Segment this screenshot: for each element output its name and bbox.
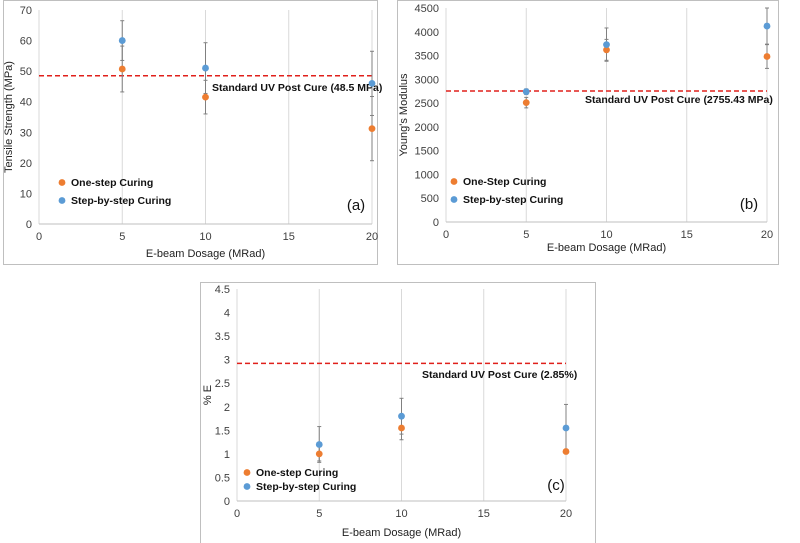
y-tick-label: 0 <box>26 219 32 231</box>
panel-label: (b) <box>740 196 758 213</box>
y-tick-label: 0 <box>433 217 439 229</box>
reference-line-label: Standard UV Post Cure (2.85%) <box>422 369 577 381</box>
reference-line-label: Standard UV Post Cure (2755.43 MPa) <box>585 94 773 106</box>
data-point-step-by-step <box>562 424 570 432</box>
legend-label: One-step Curing <box>256 467 338 479</box>
data-point-one-step <box>398 424 405 432</box>
y-tick-label: 3 <box>224 355 230 367</box>
x-tick-label: 5 <box>119 231 125 243</box>
y-tick-label: 60 <box>20 36 32 48</box>
y-tick-label: 0 <box>224 496 230 508</box>
y-tick-label: 3.5 <box>215 331 230 343</box>
reference-line-label: Standard UV Post Cure (48.5 MPa) <box>212 82 382 94</box>
y-tick-label: 4.5 <box>215 284 230 296</box>
x-tick-label: 10 <box>199 231 211 243</box>
x-tick-label: 15 <box>283 231 295 243</box>
data-point-step-by-step <box>603 41 610 49</box>
y-tick-label: 2.5 <box>215 378 230 390</box>
legend-label: Step-by-step Curing <box>71 195 171 207</box>
data-point-one-step <box>763 53 771 60</box>
data-point-step-by-step <box>368 79 376 87</box>
legend-label: One-Step Curing <box>463 176 546 188</box>
y-axis-title: % E <box>202 385 214 405</box>
x-axis-title: E-beam Dosage (MRad) <box>547 242 666 254</box>
x-tick-label: 20 <box>366 231 378 243</box>
data-point-step-by-step <box>522 88 530 96</box>
data-point-one-step <box>118 65 126 73</box>
y-tick-label: 2 <box>224 402 230 414</box>
legend-label: Step-by-step Curing <box>463 194 563 206</box>
y-tick-label: 1500 <box>415 146 439 158</box>
data-point-step-by-step <box>763 22 771 30</box>
chart-panel-a: 0 5 10 15 20 0 10 20 30 40 50 60 70 E-beam Dosage (MR… <box>3 0 382 265</box>
x-axis-title: E-beam Dosage (MRad) <box>146 248 265 260</box>
x-tick-label: 0 <box>234 508 240 520</box>
data-point-one-step <box>315 450 323 458</box>
x-tick-label: 0 <box>443 229 449 241</box>
legend-marker-step-by-step <box>243 483 251 490</box>
y-axis-title: Young's Modulus <box>398 73 410 157</box>
panel-label: (c) <box>547 477 565 494</box>
chart-panel-c: 0 5 10 15 20 0 0.5 1 1.5 2 2.5 3 3.5 4 4.5 E-beam Dosag… <box>200 282 596 543</box>
legend-marker-one-step <box>58 179 66 186</box>
data-point-one-step <box>603 46 610 54</box>
y-tick-label: 70 <box>20 5 32 17</box>
data-point-one-step <box>562 448 570 455</box>
y-tick-label: 1 <box>224 449 230 461</box>
data-point-step-by-step <box>315 441 323 448</box>
legend-label: Step-by-step Curing <box>256 481 356 493</box>
chart-frame <box>397 0 779 265</box>
y-tick-label: 3000 <box>415 74 439 86</box>
y-tick-label: 3500 <box>415 51 439 63</box>
data-point-one-step <box>522 99 530 107</box>
chart-frame <box>200 282 596 543</box>
y-tick-label: 2500 <box>415 98 439 110</box>
y-tick-label: 2000 <box>415 122 439 134</box>
legend-marker-step-by-step <box>58 197 66 204</box>
legend-marker-step-by-step <box>450 196 458 203</box>
x-axis-title: E-beam Dosage (MRad) <box>342 527 461 539</box>
legend-marker-one-step <box>450 178 458 185</box>
x-tick-label: 10 <box>395 508 407 520</box>
y-tick-label: 4 <box>224 308 230 320</box>
data-point-step-by-step <box>118 37 126 44</box>
data-point-one-step <box>202 93 209 101</box>
panel-label: (a) <box>347 197 365 214</box>
data-point-one-step <box>368 125 376 133</box>
y-tick-label: 1.5 <box>215 425 230 437</box>
data-point-step-by-step <box>202 64 209 72</box>
legend-marker-one-step <box>243 469 251 476</box>
x-tick-label: 5 <box>316 508 322 520</box>
x-tick-label: 15 <box>478 508 490 520</box>
y-tick-label: 50 <box>20 66 32 78</box>
x-tick-label: 10 <box>600 229 612 241</box>
y-axis-title: Tensile Strength (MPa) <box>3 61 15 173</box>
x-tick-label: 0 <box>36 231 42 243</box>
legend-label: One-step Curing <box>71 177 153 189</box>
y-tick-label: 40 <box>20 97 32 109</box>
y-tick-label: 4500 <box>415 3 439 15</box>
y-tick-label: 1000 <box>415 169 439 181</box>
data-point-step-by-step <box>398 412 405 420</box>
y-tick-label: 0.5 <box>215 472 230 484</box>
chart-frame <box>3 0 378 265</box>
y-tick-label: 30 <box>20 127 32 139</box>
x-tick-label: 15 <box>681 229 693 241</box>
y-tick-label: 4000 <box>415 27 439 39</box>
x-tick-label: 20 <box>761 229 773 241</box>
x-tick-label: 20 <box>560 508 572 520</box>
y-tick-label: 20 <box>20 158 32 170</box>
x-tick-label: 5 <box>523 229 529 241</box>
chart-panel-b: 0 5 10 15 20 0 500 1000 1500 2000 2500 3000 3500 4000… <box>397 0 779 265</box>
y-tick-label: 500 <box>421 193 439 205</box>
y-tick-label: 10 <box>20 188 32 200</box>
